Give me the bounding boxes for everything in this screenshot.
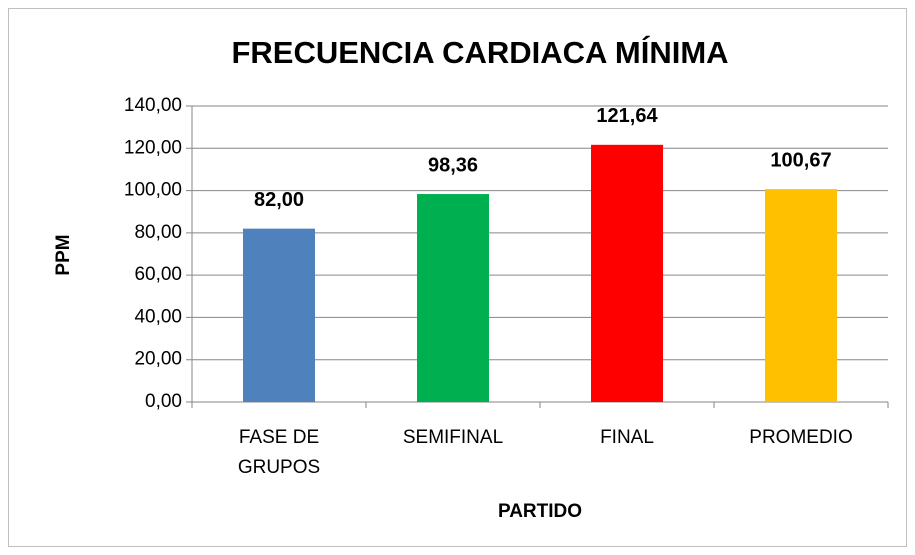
value-label: 121,64 bbox=[596, 105, 658, 127]
value-label: 98,36 bbox=[428, 154, 478, 176]
y-tick-label: 60,00 bbox=[134, 264, 182, 285]
x-tick-label: FASE DE GRUPOS bbox=[238, 427, 320, 478]
bar bbox=[591, 144, 663, 402]
x-axis-label: PARTIDO bbox=[498, 501, 582, 522]
y-tick-label: 120,00 bbox=[124, 137, 182, 158]
y-tick-label: 100,00 bbox=[124, 180, 182, 201]
x-tick-label: PROMEDIO bbox=[749, 427, 852, 448]
y-tick-label: 140,00 bbox=[124, 95, 182, 116]
y-tick-label: 80,00 bbox=[134, 222, 182, 243]
bar bbox=[765, 189, 837, 402]
y-tick-label: 0,00 bbox=[145, 391, 182, 412]
y-tick-label: 40,00 bbox=[134, 306, 182, 327]
value-label: 82,00 bbox=[254, 189, 304, 211]
y-tick-label: 20,00 bbox=[134, 349, 182, 370]
bar bbox=[243, 228, 315, 402]
chart-title: FRECUENCIA CARDIACA MÍNIMA bbox=[231, 35, 728, 70]
y-axis-label: PPM bbox=[53, 234, 74, 275]
x-tick-label: SEMIFINAL bbox=[403, 427, 503, 448]
x-tick-label: FINAL bbox=[600, 427, 654, 448]
bar bbox=[417, 194, 489, 402]
value-label: 100,67 bbox=[770, 149, 831, 171]
